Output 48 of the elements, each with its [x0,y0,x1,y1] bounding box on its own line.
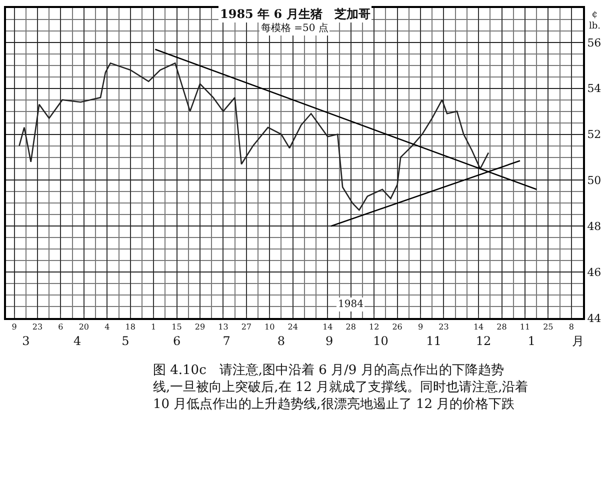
text: 每模格 =50 点 [261,22,328,34]
x2-tick-label: 6 [172,334,181,348]
x-tick-label: 28 [346,322,356,332]
x2-tick-label: 9 [326,334,334,348]
y-tick-label: 46 [587,266,602,279]
x-tick-label: 10 [264,322,275,332]
x2-tick-label: 3 [22,334,30,348]
x-tick-label: 14 [473,322,484,332]
x2-tick-label: 1 [528,334,536,348]
x-tick-label: 13 [218,322,228,332]
x-tick-label: 1 [151,322,156,332]
x2-tick-label: 8 [277,334,286,348]
x2-tick-label: 4 [73,334,82,348]
x-tick-label: 27 [241,322,252,332]
x2-tick-label: 月 [572,334,584,348]
y-tick-label: 44 [587,312,602,325]
x-tick-label: 6 [58,322,64,332]
x-tick-label: 18 [125,322,136,332]
x-tick-label: 23 [32,322,43,332]
chart-title: 1985 年 6 月生猪 芝加哥 [220,7,370,21]
x2-tick-label: 11 [426,334,442,348]
x-tick-label: 4 [104,322,110,332]
caption: 图 4.10c 请注意,图中沿着 6 月/9 月的高点作出的下降趋势线,一旦被向上突破后,在 12 月就成了支撑线。同时也请注意,沿着 10 月低点作出的上升趋势线,很漂亮地遏止了 12 月的价格下跌 [153,362,532,412]
y-tick-label: 54 [587,82,602,96]
x2-tick-label: 7 [222,334,230,348]
x-tick-label: 23 [438,322,449,332]
x-tick-label: 26 [392,322,402,332]
x2-tick-label: 10 [373,334,388,348]
y-tick-label: 48 [587,220,602,233]
x-tick-label: 9 [12,322,17,332]
x-tick-label: 25 [543,322,554,332]
x2-tick-label: 12 [476,334,492,348]
annotation: 1984 [338,299,364,310]
x-tick-label: 28 [496,322,507,332]
y-tick-label: 56 [587,36,602,50]
x-tick-label: 14 [322,322,333,332]
x-tick-label: 12 [368,322,380,332]
x-tick-label: 24 [288,322,298,332]
x-tick-label: 11 [520,322,530,332]
x-tick-label: 15 [172,322,182,332]
y-tick-label: 52 [587,128,602,142]
x-tick-label: 9 [418,322,424,332]
x-tick-label: 29 [194,322,206,332]
x-tick-label: 8 [568,322,574,332]
y-axis-title: ¢ lb. [589,10,601,32]
y-tick-label: 50 [587,174,602,188]
x2-tick-label: 5 [122,334,130,348]
x-tick-label: 20 [78,322,90,332]
